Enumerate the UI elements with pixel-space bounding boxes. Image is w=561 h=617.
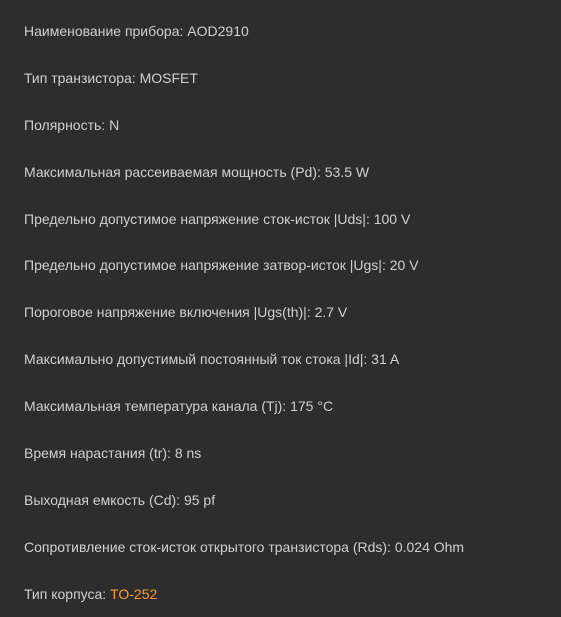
spec-label: Наименование прибора: [24,23,187,39]
spec-label: Тип транзистора: [24,70,140,86]
spec-label: Предельно допустимое напряжение сток-ист… [24,211,374,227]
spec-value: 53.5 W [325,164,369,180]
spec-label: Пороговое напряжение включения |Ugs(th)|… [24,304,315,320]
spec-label: Полярность: [24,117,109,133]
spec-value: 8 ns [175,445,201,461]
spec-value: MOSFET [140,70,198,86]
spec-value: 0.024 Ohm [395,539,464,555]
spec-value: 20 V [390,257,419,273]
spec-panel: Наименование прибора: AOD2910 Тип транзи… [0,0,561,617]
spec-row-tj: Максимальная температура канала (Tj): 17… [24,397,537,416]
spec-row-uds: Предельно допустимое напряжение сток-ист… [24,210,537,229]
spec-row-package: Тип корпуса: TO-252 [24,585,537,604]
spec-value: AOD2910 [187,23,248,39]
spec-value: 100 V [374,211,411,227]
spec-value: 2.7 V [315,304,348,320]
spec-label: Максимально допустимый постоянный ток ст… [24,351,371,367]
spec-row-polarity: Полярность: N [24,116,537,135]
spec-label: Максимальная рассеиваемая мощность (Pd): [24,164,325,180]
spec-label: Тип корпуса: [24,586,110,602]
spec-value: 95 pf [184,492,215,508]
spec-value: N [109,117,119,133]
package-link[interactable]: TO-252 [110,586,157,602]
spec-label: Максимальная температура канала (Tj): [24,398,290,414]
spec-label: Сопротивление сток-исток открытого транз… [24,539,395,555]
spec-row-pd: Максимальная рассеиваемая мощность (Pd):… [24,163,537,182]
spec-value: 175 °C [290,398,333,414]
spec-row-cd: Выходная емкость (Cd): 95 pf [24,491,537,510]
spec-row-device-name: Наименование прибора: AOD2910 [24,22,537,41]
spec-row-rds: Сопротивление сток-исток открытого транз… [24,538,537,557]
spec-label: Время нарастания (tr): [24,445,175,461]
spec-row-tr: Время нарастания (tr): 8 ns [24,444,537,463]
spec-row-transistor-type: Тип транзистора: MOSFET [24,69,537,88]
spec-label: Предельно допустимое напряжение затвор-и… [24,257,390,273]
spec-label: Выходная емкость (Cd): [24,492,184,508]
spec-row-id: Максимально допустимый постоянный ток ст… [24,350,537,369]
spec-value: 31 A [371,351,399,367]
spec-row-ugs: Предельно допустимое напряжение затвор-и… [24,256,537,275]
spec-row-ugs-th: Пороговое напряжение включения |Ugs(th)|… [24,303,537,322]
